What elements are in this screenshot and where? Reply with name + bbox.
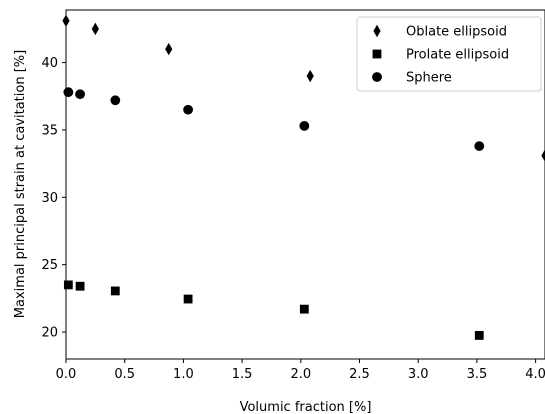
legend-label: Sphere bbox=[406, 71, 452, 86]
legend: Oblate ellipsoid Prolate ellipsoid Sphere bbox=[356, 16, 542, 92]
legend-marker-diamond bbox=[373, 24, 381, 38]
data-point-circle bbox=[63, 87, 74, 98]
data-point-diamond bbox=[306, 69, 314, 83]
legend-label: Oblate ellipsoid bbox=[406, 25, 507, 40]
x-axis-label: Volumic fraction [%] bbox=[240, 400, 372, 414]
data-point-diamond bbox=[91, 22, 99, 36]
data-point-square bbox=[110, 286, 120, 296]
data-point-square bbox=[63, 280, 73, 290]
x-tick-label: 0.0 bbox=[56, 367, 77, 382]
legend-marker-square bbox=[372, 49, 382, 59]
data-point-square bbox=[299, 304, 309, 314]
data-point-diamond bbox=[541, 149, 545, 162]
x-tick-label: 2.5 bbox=[349, 367, 370, 382]
data-point-square bbox=[75, 281, 85, 291]
ticks-layer: 0.0 0.5 1.0 1.5 2.0 2.5 3.0 3.5 4.0 20 25 30 35 40 bbox=[41, 56, 545, 382]
data-point-circle bbox=[110, 95, 121, 106]
data-point-square bbox=[183, 294, 193, 304]
legend-label: Prolate ellipsoid bbox=[406, 48, 509, 63]
legend-marker-circle bbox=[372, 72, 382, 82]
x-tick-label: 0.5 bbox=[114, 367, 135, 382]
y-tick-label: 35 bbox=[41, 123, 58, 138]
y-tick-label: 25 bbox=[41, 258, 58, 273]
data-point-circle bbox=[299, 120, 310, 131]
data-point-circle bbox=[183, 104, 193, 115]
x-tick-label: 3.5 bbox=[467, 367, 488, 382]
data-point-circle bbox=[474, 141, 485, 151]
plot-frame bbox=[65, 9, 545, 360]
y-tick-label: 20 bbox=[41, 326, 58, 341]
y-tick-label: 30 bbox=[41, 191, 58, 206]
x-tick-label: 4.0 bbox=[525, 367, 545, 382]
data-point-circle bbox=[75, 89, 85, 100]
y-tick-label: 40 bbox=[41, 56, 58, 71]
data-point-square bbox=[474, 331, 484, 340]
x-tick-label: 1.0 bbox=[173, 367, 194, 382]
y-axis-label: Maximal principal strain at cavitation [… bbox=[13, 50, 28, 318]
x-tick-label: 2.0 bbox=[290, 367, 311, 382]
data-point-diamond bbox=[165, 42, 173, 56]
legend-box bbox=[356, 16, 542, 92]
x-tick-label: 1.5 bbox=[232, 367, 253, 382]
x-tick-label: 3.0 bbox=[408, 367, 429, 382]
